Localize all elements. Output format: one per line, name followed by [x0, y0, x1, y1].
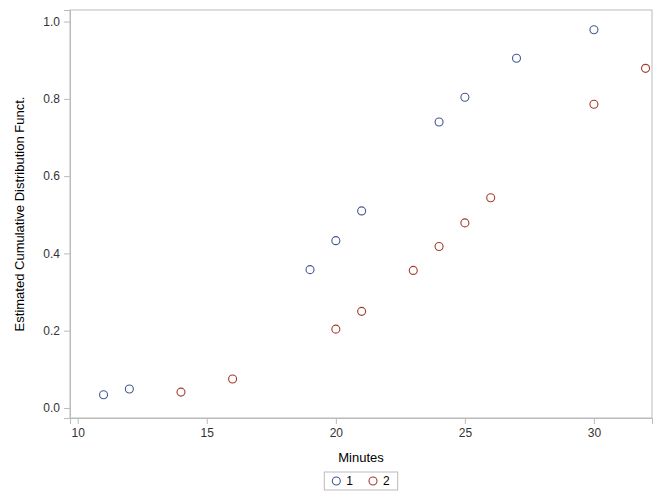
legend: 12 — [324, 472, 397, 490]
tick: 0.0 — [43, 401, 70, 415]
tick: 25 — [459, 418, 473, 440]
plot-frame — [70, 10, 652, 418]
series — [100, 26, 598, 399]
legend-marker — [369, 477, 377, 485]
point — [306, 266, 314, 274]
tick-mark — [64, 176, 70, 177]
series — [177, 64, 650, 396]
tick-label: 0.0 — [43, 401, 60, 415]
y-axis-title: Estimated Cumulative Distribution Funct. — [12, 97, 27, 332]
tick: 1.0 — [43, 15, 70, 29]
point — [435, 118, 443, 126]
point — [332, 237, 340, 245]
tick-mark — [465, 418, 466, 424]
tick-label: 1.0 — [43, 15, 60, 29]
tick-mark — [64, 408, 70, 409]
tick-mark — [64, 331, 70, 332]
y-axis: 0.0 0.2 0.4 0.6 0.8 1.0 — [43, 11, 70, 419]
tick-mark — [64, 99, 70, 100]
tick: 10 — [72, 418, 86, 440]
legend-marker — [332, 477, 340, 485]
point — [461, 219, 469, 227]
point — [487, 194, 495, 202]
legend-label: 2 — [383, 474, 390, 488]
tick-label: 0.4 — [43, 247, 60, 261]
x-axis-title: Minutes — [338, 450, 384, 465]
tick-mark — [336, 418, 337, 424]
tick-label: 10 — [72, 426, 86, 440]
tick-label: 0.2 — [43, 324, 60, 338]
point — [461, 93, 469, 101]
tick-label: 0.6 — [43, 169, 60, 183]
tick-mark — [64, 253, 70, 254]
axis-line — [71, 419, 653, 425]
tick-label: 15 — [201, 426, 215, 440]
point — [332, 325, 340, 333]
point — [590, 26, 598, 34]
point — [409, 266, 417, 274]
point — [125, 385, 133, 393]
axis-line — [64, 11, 71, 419]
tick-mark — [64, 22, 70, 23]
tick-label: 0.8 — [43, 92, 60, 106]
tick-label: 20 — [330, 426, 344, 440]
tick: 0.4 — [43, 247, 70, 261]
point — [358, 207, 366, 215]
point — [642, 64, 650, 72]
tick-label: 25 — [459, 426, 473, 440]
point — [177, 388, 185, 396]
legend-label: 1 — [346, 474, 353, 488]
tick: 15 — [201, 418, 215, 440]
tick-mark — [594, 418, 595, 424]
tick-mark — [207, 418, 208, 424]
x-axis: 10 15 20 25 30 — [71, 418, 653, 440]
legend-box — [324, 472, 397, 490]
tick: 0.8 — [43, 92, 70, 106]
point — [229, 375, 237, 383]
chart: 10 15 20 25 30 0.0 0.2 0.4 0.6 0.8 1.0 Minutes Estim… — [0, 0, 666, 500]
point — [435, 242, 443, 250]
point — [513, 54, 521, 62]
tick-label: 30 — [588, 426, 602, 440]
point — [100, 391, 108, 399]
tick: 0.2 — [43, 324, 70, 338]
point — [590, 100, 598, 108]
tick-mark — [78, 418, 79, 424]
tick: 0.6 — [43, 169, 70, 183]
tick: 30 — [588, 418, 602, 440]
point — [358, 307, 366, 315]
plot-area — [100, 26, 650, 399]
tick: 20 — [330, 418, 344, 440]
